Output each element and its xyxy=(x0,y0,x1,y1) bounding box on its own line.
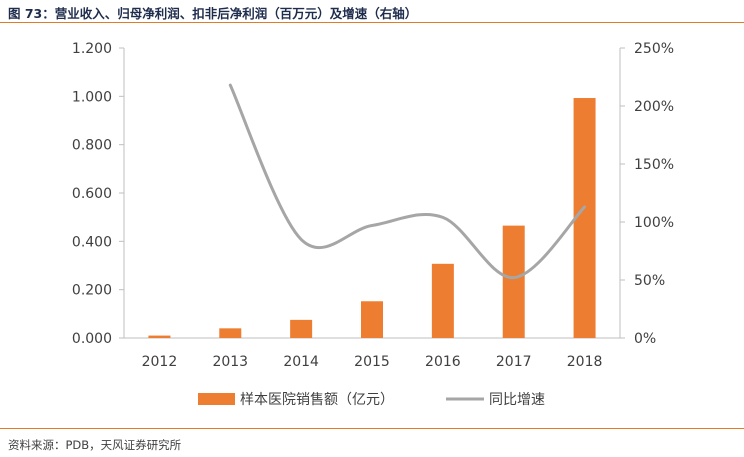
footer-divider xyxy=(0,428,744,429)
x-axis-tick-label: 2018 xyxy=(567,354,603,370)
bar-2013 xyxy=(219,328,242,338)
legend-bar-label: 样本医院销售额（亿元） xyxy=(240,392,394,408)
left-axis-tick-label: 0.800 xyxy=(72,138,112,154)
bar-2012 xyxy=(148,335,171,338)
left-axis-tick-label: 1.200 xyxy=(72,41,112,57)
chart: 0.000 0.200 0.400 0.600 0.800 1.000 1.200 0% 50%… xyxy=(72,41,674,408)
left-axis-tick-label: 1.000 xyxy=(72,89,112,105)
growth-line xyxy=(228,83,587,280)
legend-line-label: 同比增速 xyxy=(489,392,545,408)
x-axis-tick-label: 2014 xyxy=(283,354,319,370)
x-axis-tick-label: 2015 xyxy=(354,354,390,370)
left-axis-tick-label: 0.400 xyxy=(72,234,112,250)
x-axis-tick-label: 2013 xyxy=(212,354,248,370)
legend-bar-swatch xyxy=(198,393,235,405)
left-axis-tick-label: 0.200 xyxy=(72,283,112,299)
bar-series xyxy=(148,98,596,339)
right-axis-tick-label: 0% xyxy=(634,331,656,347)
legend: 样本医院销售额（亿元） 同比增速 xyxy=(198,392,545,408)
left-axis-tick-label: 0.000 xyxy=(72,331,112,347)
x-axis-tick-label: 2016 xyxy=(425,354,461,370)
left-axis-tick-label: 0.600 xyxy=(72,186,112,202)
source-note: 资料来源：PDB，天风证券研究所 xyxy=(8,438,182,452)
right-axis-tick-label: 50% xyxy=(634,273,665,289)
right-axis-tick-label: 250% xyxy=(634,41,674,57)
bar-2018 xyxy=(573,98,596,339)
title-divider xyxy=(0,22,744,23)
bar-2016 xyxy=(431,263,454,338)
right-axis-tick-label: 200% xyxy=(634,99,674,115)
bar-2015 xyxy=(361,301,383,338)
axes: 0.000 0.200 0.400 0.600 0.800 1.000 1.200 0% 50%… xyxy=(72,41,674,370)
line-series xyxy=(228,83,587,280)
bar-2014 xyxy=(290,319,313,338)
bar-2017 xyxy=(502,225,525,338)
chart-title: 图 73：营业收入、归母净利润、扣非后净利润（百万元）及增速（右轴） xyxy=(8,6,418,21)
right-axis-tick-label: 100% xyxy=(634,215,674,231)
x-axis-tick-label: 2012 xyxy=(142,354,178,370)
x-axis-tick-label: 2017 xyxy=(496,354,532,370)
right-axis-tick-label: 150% xyxy=(634,157,674,173)
